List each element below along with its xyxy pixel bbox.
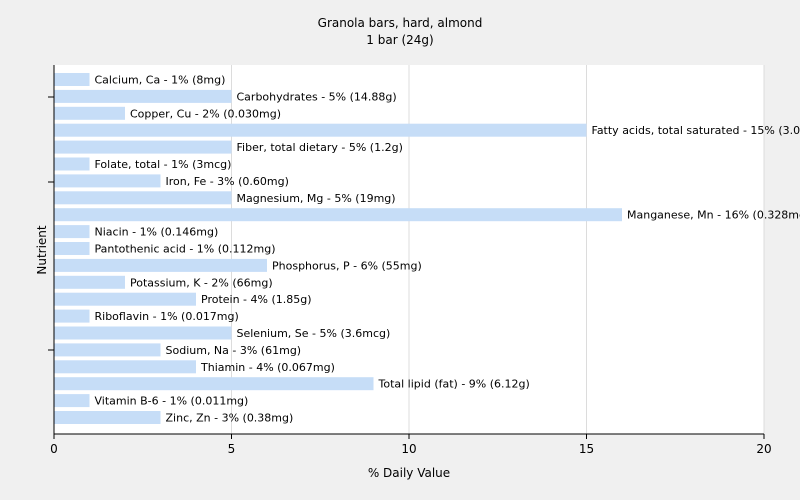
bar-label: Carbohydrates - 5% (14.88g) (237, 90, 397, 103)
bar (54, 326, 232, 340)
bar-label: Niacin - 1% (0.146mg) (95, 226, 219, 239)
bar (54, 411, 161, 424)
bar (54, 360, 196, 374)
bar (54, 174, 161, 188)
y-axis-label: Nutrient (35, 225, 49, 275)
bar-label: Vitamin B-6 - 1% (0.011mg) (95, 395, 249, 408)
bar (54, 123, 587, 137)
bar (54, 242, 90, 255)
bar (54, 258, 267, 272)
y-axis-ticks (48, 96, 54, 351)
bar-labels: Calcium, Ca - 1% (8mg) Carbohydrates - 5%… (95, 74, 800, 425)
bar-label: Magnesium, Mg - 5% (19mg) (237, 192, 396, 205)
bar-label: Selenium, Se - 5% (3.6mcg) (237, 327, 391, 340)
bar (54, 73, 90, 86)
bar-label: Protein - 4% (1.85g) (201, 293, 312, 306)
bar-label: Fatty acids, total saturated - 15% (3.00… (592, 124, 800, 137)
bar-label: Folate, total - 1% (3mcg) (95, 158, 232, 171)
bar-label: Thiamin - 4% (0.067mg) (200, 361, 335, 374)
bar (54, 394, 90, 408)
bar (54, 89, 232, 103)
x-axis-ticks: 0 5 10 15 20 (50, 434, 772, 456)
bar-label: Riboflavin - 1% (0.017mg) (95, 310, 239, 323)
bar (54, 157, 90, 171)
x-tick-label: 0 (50, 442, 58, 456)
chart-subtitle: 1 bar (24g) (366, 33, 433, 47)
bar-label: Fiber, total dietary - 5% (1.2g) (237, 141, 403, 154)
x-tick-label: 20 (756, 442, 771, 456)
bar-label: Zinc, Zn - 3% (0.38mg) (166, 412, 294, 425)
bar-label: Potassium, K - 2% (66mg) (130, 276, 273, 289)
bar (54, 225, 90, 239)
bar (54, 191, 232, 205)
bar-label: Manganese, Mn - 16% (0.328mg) (627, 209, 800, 222)
bar (54, 275, 125, 289)
bars (54, 73, 622, 424)
bar (54, 208, 622, 222)
bar-label: Iron, Fe - 3% (0.60mg) (166, 175, 289, 188)
chart-title: Granola bars, hard, almond (318, 16, 483, 30)
x-axis-label: % Daily Value (368, 466, 450, 480)
x-tick-label: 10 (401, 442, 416, 456)
bar (54, 377, 374, 391)
bar (54, 309, 90, 323)
bar (54, 292, 196, 306)
bar (54, 343, 161, 357)
bar-label: Pantothenic acid - 1% (0.112mg) (95, 243, 276, 256)
bar (54, 106, 125, 120)
bar (54, 140, 232, 154)
bar-label: Sodium, Na - 3% (61mg) (166, 344, 302, 357)
bar-label: Copper, Cu - 2% (0.030mg) (130, 107, 281, 120)
bar-label: Phosphorus, P - 6% (55mg) (272, 259, 422, 272)
x-tick-label: 5 (228, 442, 236, 456)
bar-label: Total lipid (fat) - 9% (6.12g) (378, 378, 530, 391)
bar-label: Calcium, Ca - 1% (8mg) (95, 74, 226, 87)
x-tick-label: 15 (579, 442, 594, 456)
